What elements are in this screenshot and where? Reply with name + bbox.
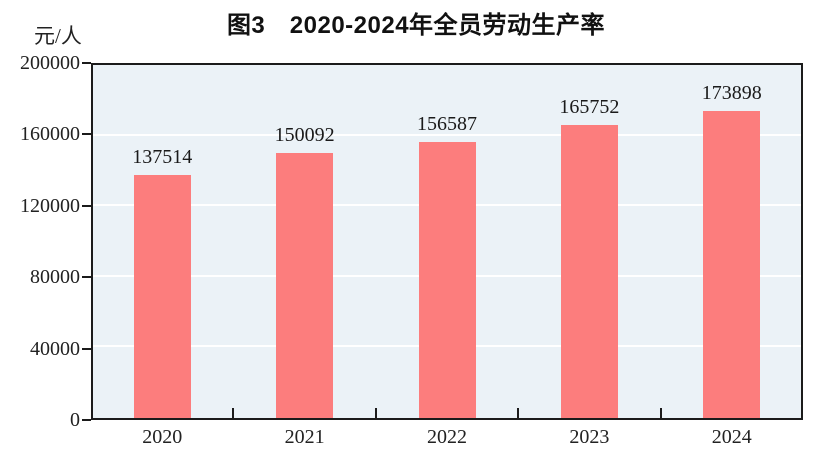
y-tick-label: 40000 <box>30 337 80 360</box>
x-tick-label: 2024 <box>711 426 752 448</box>
x-tick-mark <box>232 408 235 418</box>
y-tick-label: 120000 <box>20 194 80 217</box>
y-tick-mark <box>82 419 91 421</box>
y-tick-label: 160000 <box>20 123 80 146</box>
gridline <box>93 133 801 136</box>
y-tick-mark <box>82 347 91 350</box>
plot-area: 137514 150092 156587 165752 173898 <box>91 63 803 420</box>
x-tick-label: 2022 <box>427 426 467 448</box>
x-tick-mark <box>517 408 520 418</box>
y-axis-unit-label: 元/人 <box>34 24 82 48</box>
y-tick-label: 80000 <box>30 266 80 289</box>
bar-2023 <box>560 125 618 418</box>
y-tick-label: 0 <box>70 409 80 431</box>
y-tick-mark <box>82 62 91 64</box>
y-tick-label: 200000 <box>20 52 80 74</box>
y-tick-mark <box>82 276 91 279</box>
bar-2021 <box>276 153 334 418</box>
x-tick-label: 2023 <box>569 426 610 448</box>
bar-value-label: 173898 <box>701 82 762 105</box>
bar-value-label: 165752 <box>559 96 620 119</box>
chart-title: 图3 2020-2024年全员劳动生产率 <box>226 12 606 39</box>
x-tick-label: 2021 <box>284 426 325 448</box>
x-tick-mark <box>374 408 377 418</box>
bar-2020 <box>133 175 191 418</box>
y-tick-mark <box>82 204 91 207</box>
bar-value-label: 150092 <box>274 124 335 147</box>
bar-2022 <box>418 141 476 418</box>
bar-value-label: 137514 <box>132 146 193 169</box>
x-tick-mark <box>659 408 662 418</box>
bar-2024 <box>703 111 761 418</box>
y-tick-mark <box>82 133 91 136</box>
x-tick-label: 2020 <box>142 426 183 448</box>
bar-value-label: 156587 <box>417 112 477 135</box>
